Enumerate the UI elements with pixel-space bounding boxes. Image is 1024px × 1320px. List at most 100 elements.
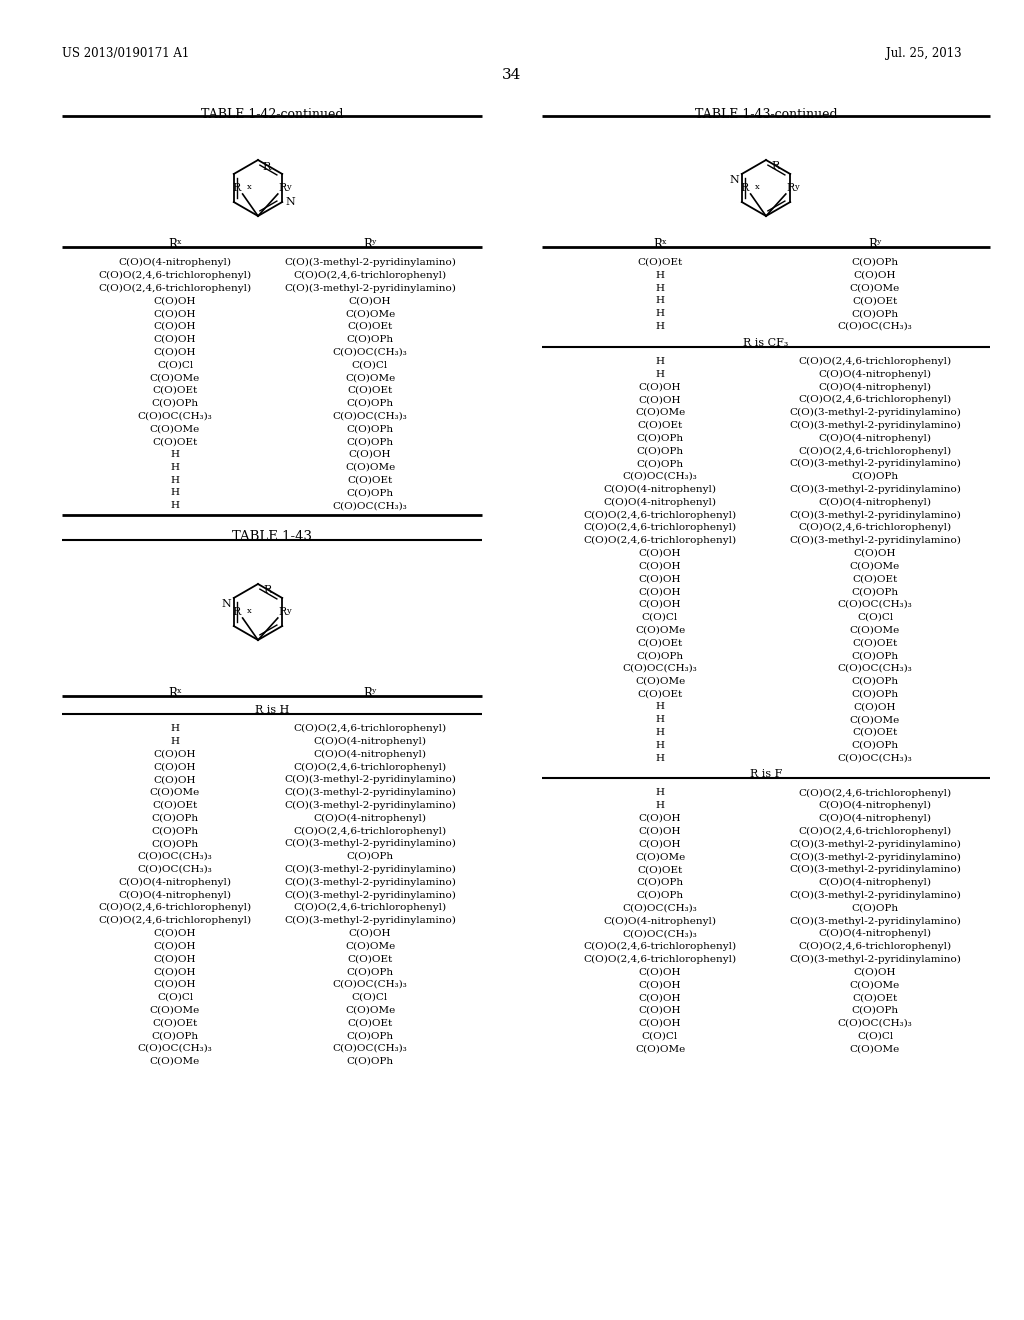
Text: C(O)Cl: C(O)Cl — [157, 360, 194, 370]
Text: R is H: R is H — [255, 705, 289, 715]
Text: C(O)OH: C(O)OH — [349, 929, 391, 937]
Text: H: H — [655, 322, 665, 331]
Text: C(O)OC(CH₃)₃: C(O)OC(CH₃)₃ — [333, 979, 408, 989]
Text: H: H — [171, 475, 179, 484]
Text: TABLE 1-42-continued: TABLE 1-42-continued — [201, 108, 343, 121]
Text: C(O)O(4-nitrophenyl): C(O)O(4-nitrophenyl) — [603, 484, 717, 494]
Text: H: H — [171, 450, 179, 459]
Text: C(O)OEt: C(O)OEt — [637, 865, 683, 874]
Text: C(O)OH: C(O)OH — [639, 383, 681, 392]
Text: H: H — [655, 297, 665, 305]
Text: C(O)O(4-nitrophenyl): C(O)O(4-nitrophenyl) — [818, 370, 932, 379]
Text: C(O)OPh: C(O)OPh — [152, 840, 199, 849]
Text: C(O)OH: C(O)OH — [639, 587, 681, 597]
Text: C(O)OMe: C(O)OMe — [150, 1006, 200, 1015]
Text: N: N — [221, 599, 230, 609]
Text: C(O)O(2,4,6-trichlorophenyl): C(O)O(2,4,6-trichlorophenyl) — [799, 446, 951, 455]
Text: C(O)OH: C(O)OH — [639, 840, 681, 849]
Text: C(O)OPh: C(O)OPh — [346, 968, 393, 977]
Text: C(O)OH: C(O)OH — [154, 297, 197, 305]
Text: C(O)OC(CH₃)₃: C(O)OC(CH₃)₃ — [838, 664, 912, 673]
Text: C(O)(3-methyl-2-pyridinylamino): C(O)(3-methyl-2-pyridinylamino) — [790, 484, 961, 494]
Text: C(O)OH: C(O)OH — [639, 1019, 681, 1028]
Text: C(O)OMe: C(O)OMe — [635, 677, 685, 686]
Text: C(O)OH: C(O)OH — [154, 763, 197, 771]
Text: C(O)OMe: C(O)OMe — [150, 374, 200, 383]
Text: C(O)OC(CH₃)₃: C(O)OC(CH₃)₃ — [838, 1019, 912, 1028]
Text: C(O)OMe: C(O)OMe — [850, 284, 900, 293]
Text: C(O)OH: C(O)OH — [639, 574, 681, 583]
Text: C(O)OC(CH₃)₃: C(O)OC(CH₃)₃ — [623, 904, 697, 912]
Text: C(O)OPh: C(O)OPh — [152, 1031, 199, 1040]
Text: C(O)OEt: C(O)OEt — [852, 993, 898, 1002]
Text: R is CF₃: R is CF₃ — [743, 338, 788, 347]
Text: C(O)OEt: C(O)OEt — [347, 1019, 392, 1027]
Text: C(O)OPh: C(O)OPh — [851, 689, 899, 698]
Text: H: H — [171, 488, 179, 498]
Text: C(O)(3-methyl-2-pyridinylamino): C(O)(3-methyl-2-pyridinylamino) — [284, 891, 456, 899]
Text: C(O)OPh: C(O)OPh — [851, 257, 899, 267]
Text: C(O)OPh: C(O)OPh — [152, 826, 199, 836]
Text: C(O)(3-methyl-2-pyridinylamino): C(O)(3-methyl-2-pyridinylamino) — [790, 853, 961, 862]
Text: Rʸ: Rʸ — [364, 238, 377, 251]
Text: H: H — [655, 356, 665, 366]
Text: C(O)OMe: C(O)OMe — [150, 1057, 200, 1065]
Text: C(O)OPh: C(O)OPh — [851, 473, 899, 480]
Text: C(O)OEt: C(O)OEt — [153, 1019, 198, 1027]
Text: C(O)OPh: C(O)OPh — [346, 1031, 393, 1040]
Text: C(O)O(2,4,6-trichlorophenyl): C(O)O(2,4,6-trichlorophenyl) — [584, 954, 736, 964]
Text: C(O)(3-methyl-2-pyridinylamino): C(O)(3-methyl-2-pyridinylamino) — [790, 536, 961, 545]
Text: C(O)O(4-nitrophenyl): C(O)O(4-nitrophenyl) — [603, 498, 717, 507]
Text: C(O)OH: C(O)OH — [854, 271, 896, 280]
Text: C(O)OPh: C(O)OPh — [637, 651, 684, 660]
Text: Rˣ: Rˣ — [653, 238, 667, 251]
Text: C(O)O(2,4,6-trichlorophenyl): C(O)O(2,4,6-trichlorophenyl) — [294, 723, 446, 733]
Text: R is F: R is F — [750, 770, 782, 779]
Text: C(O)Cl: C(O)Cl — [352, 993, 388, 1002]
Text: C(O)O(2,4,6-trichlorophenyl): C(O)O(2,4,6-trichlorophenyl) — [584, 511, 736, 520]
Text: C(O)OH: C(O)OH — [639, 1006, 681, 1015]
Text: C(O)OH: C(O)OH — [154, 322, 197, 331]
Text: H: H — [171, 502, 179, 511]
Text: H: H — [171, 737, 179, 746]
Text: C(O)OEt: C(O)OEt — [852, 729, 898, 737]
Text: C(O)OC(CH₃)₃: C(O)OC(CH₃)₃ — [137, 412, 212, 421]
Text: Rˣ: Rˣ — [168, 686, 182, 700]
Text: C(O)O(4-nitrophenyl): C(O)O(4-nitrophenyl) — [818, 498, 932, 507]
Text: C(O)O(2,4,6-trichlorophenyl): C(O)O(2,4,6-trichlorophenyl) — [98, 916, 252, 925]
Text: C(O)(3-methyl-2-pyridinylamino): C(O)(3-methyl-2-pyridinylamino) — [790, 916, 961, 925]
Text: C(O)OEt: C(O)OEt — [153, 801, 198, 809]
Text: C(O)O(2,4,6-trichlorophenyl): C(O)O(2,4,6-trichlorophenyl) — [584, 942, 736, 952]
Text: C(O)OMe: C(O)OMe — [150, 425, 200, 433]
Text: C(O)OEt: C(O)OEt — [347, 385, 392, 395]
Text: x: x — [247, 607, 251, 615]
Text: C(O)OH: C(O)OH — [154, 979, 197, 989]
Text: C(O)OEt: C(O)OEt — [852, 297, 898, 305]
Text: H: H — [171, 723, 179, 733]
Text: C(O)O(4-nitrophenyl): C(O)O(4-nitrophenyl) — [119, 878, 231, 887]
Text: C(O)OMe: C(O)OMe — [345, 463, 395, 471]
Text: H: H — [655, 801, 665, 810]
Text: C(O)OMe: C(O)OMe — [345, 941, 395, 950]
Text: C(O)OH: C(O)OH — [154, 335, 197, 343]
Text: y: y — [286, 607, 291, 615]
Text: C(O)OEt: C(O)OEt — [347, 954, 392, 964]
Text: C(O)(3-methyl-2-pyridinylamino): C(O)(3-methyl-2-pyridinylamino) — [790, 865, 961, 874]
Text: C(O)(3-methyl-2-pyridinylamino): C(O)(3-methyl-2-pyridinylamino) — [790, 459, 961, 469]
Text: C(O)OPh: C(O)OPh — [346, 399, 393, 408]
Text: C(O)O(4-nitrophenyl): C(O)O(4-nitrophenyl) — [313, 750, 427, 759]
Text: C(O)OH: C(O)OH — [349, 450, 391, 459]
Text: C(O)OPh: C(O)OPh — [637, 446, 684, 455]
Text: C(O)OMe: C(O)OMe — [345, 1006, 395, 1015]
Text: C(O)Cl: C(O)Cl — [157, 993, 194, 1002]
Text: C(O)OMe: C(O)OMe — [850, 981, 900, 990]
Text: C(O)Cl: C(O)Cl — [642, 1032, 678, 1040]
Text: C(O)OPh: C(O)OPh — [851, 904, 899, 912]
Text: C(O)OEt: C(O)OEt — [347, 475, 392, 484]
Text: H: H — [655, 729, 665, 737]
Text: C(O)Cl: C(O)Cl — [857, 612, 893, 622]
Text: TABLE 1-43-continued: TABLE 1-43-continued — [694, 108, 838, 121]
Text: C(O)O(2,4,6-trichlorophenyl): C(O)O(2,4,6-trichlorophenyl) — [799, 356, 951, 366]
Text: H: H — [655, 309, 665, 318]
Text: C(O)OC(CH₃)₃: C(O)OC(CH₃)₃ — [623, 929, 697, 939]
